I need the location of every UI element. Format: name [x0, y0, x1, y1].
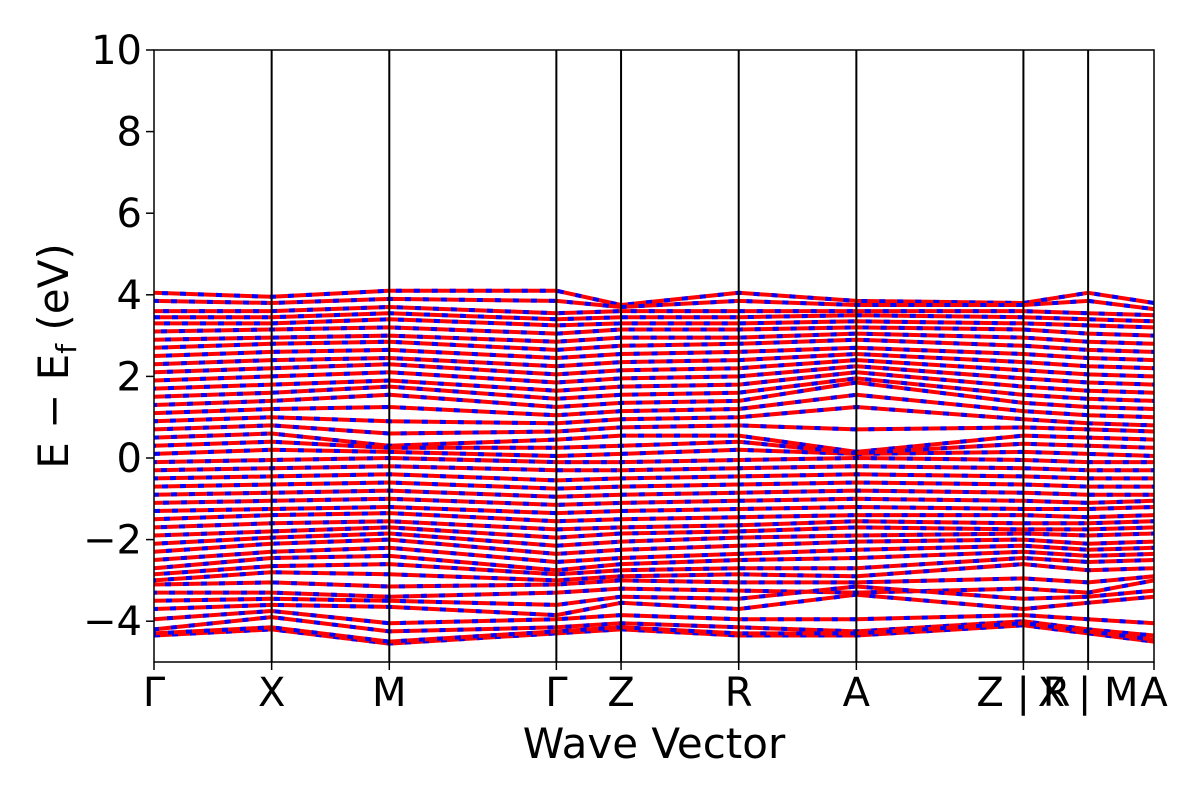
y-axis-title-main: E − E — [29, 354, 78, 469]
band-line-dashed — [153, 296, 1155, 312]
band-line-dashed — [153, 439, 1155, 456]
band-line-dashed — [153, 392, 1155, 420]
band-line-dashed — [154, 578, 1155, 599]
band-line-dashed — [154, 304, 1155, 318]
x-tick-label: X — [258, 670, 285, 716]
band-line-dashed — [153, 331, 1155, 346]
band-line-dashed — [153, 345, 1155, 363]
band-line-dashed — [153, 574, 1155, 589]
band-line-dashed — [153, 431, 1155, 454]
band-line-dashed — [153, 504, 1155, 516]
band-line — [153, 519, 1155, 532]
band-line — [153, 456, 1154, 465]
band-line-dashed — [153, 351, 1155, 371]
y-axis-title: E − Ef (eV) — [29, 243, 83, 469]
band-line — [153, 325, 1155, 338]
band-line-dashed — [153, 621, 1155, 644]
x-tick-label: Γ — [545, 670, 568, 716]
x-tick-label: M — [372, 670, 407, 716]
band-line-dashed — [153, 549, 1155, 573]
band-line-dashed — [153, 525, 1155, 540]
band-line — [153, 380, 1155, 411]
x-tick-label: Z | R — [976, 670, 1070, 716]
band-line-dashed — [153, 423, 1155, 436]
band-line-dashed — [153, 511, 1155, 524]
band-line — [153, 592, 1155, 618]
x-tick-label: A — [843, 670, 871, 716]
x-tick-label: A — [1140, 670, 1168, 716]
band-line-dashed — [153, 555, 1155, 577]
band-line-dashed — [153, 376, 1155, 403]
y-tick-label: −4 — [83, 599, 142, 645]
y-tick-label: 2 — [117, 354, 142, 400]
y-axis-title-unit: (eV) — [29, 243, 78, 344]
band-line-dashed — [153, 584, 1155, 607]
x-tick-label: Γ — [143, 670, 166, 716]
x-tick-label: X | M — [1038, 670, 1139, 716]
band-line-dashed — [153, 447, 1155, 459]
y-tick-label: 0 — [117, 436, 142, 482]
band-line — [153, 464, 1154, 473]
y-tick-label: 6 — [117, 191, 142, 237]
band-line-dashed — [153, 537, 1155, 556]
x-axis-title: Wave Vector — [523, 719, 786, 768]
y-tick-label: 10 — [91, 28, 142, 74]
band-lines — [153, 288, 1155, 646]
band-line-dashed — [153, 496, 1155, 507]
band-line-dashed — [154, 317, 1155, 330]
band-line-dashed — [153, 364, 1155, 387]
y-tick-label: 8 — [117, 110, 142, 156]
y-tick-label: −2 — [83, 518, 142, 564]
band-line-dashed — [153, 488, 1154, 499]
y-axis-title-sub: f — [50, 343, 83, 354]
band-line-dashed — [153, 562, 1155, 583]
y-axis: −4 −2 0 2 4 6 8 10 — [83, 28, 154, 645]
band-line — [153, 337, 1155, 354]
band-line — [153, 480, 1154, 491]
band-line-dashed — [153, 370, 1155, 395]
band-line-dashed — [153, 358, 1155, 379]
band-line-dashed — [153, 455, 1154, 465]
band-line-dashed — [153, 623, 1155, 646]
band-line — [153, 531, 1155, 548]
band-line-dashed — [153, 404, 1155, 428]
x-tick-label: Z — [607, 670, 634, 716]
y-tick-label: 4 — [117, 273, 142, 319]
band-line — [153, 288, 1155, 307]
high-symmetry-lines — [270, 50, 1090, 662]
x-tick-label: R — [725, 670, 753, 716]
band-line-dashed — [153, 543, 1155, 565]
band-line — [153, 472, 1154, 483]
plot-frame — [153, 49, 1155, 663]
band-line-dashed — [154, 311, 1155, 324]
band-line-dashed — [153, 472, 1154, 483]
band-line-dashed — [153, 608, 1155, 626]
